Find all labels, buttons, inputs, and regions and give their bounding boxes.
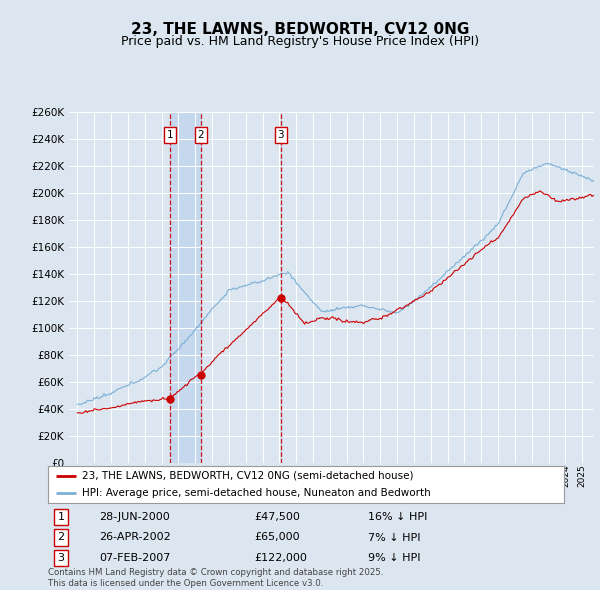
Text: Contains HM Land Registry data © Crown copyright and database right 2025.
This d: Contains HM Land Registry data © Crown c… (48, 568, 383, 588)
Text: 07-FEB-2007: 07-FEB-2007 (100, 553, 171, 563)
Text: £122,000: £122,000 (254, 553, 307, 563)
Text: 1: 1 (166, 130, 173, 140)
Text: 9% ↓ HPI: 9% ↓ HPI (368, 553, 421, 563)
Text: 2: 2 (58, 533, 64, 542)
Text: £47,500: £47,500 (254, 512, 300, 522)
Text: HPI: Average price, semi-detached house, Nuneaton and Bedworth: HPI: Average price, semi-detached house,… (82, 488, 430, 498)
Text: £65,000: £65,000 (254, 533, 300, 542)
Text: 16% ↓ HPI: 16% ↓ HPI (368, 512, 427, 522)
Text: Price paid vs. HM Land Registry's House Price Index (HPI): Price paid vs. HM Land Registry's House … (121, 35, 479, 48)
Text: 2: 2 (197, 130, 204, 140)
Text: 3: 3 (278, 130, 284, 140)
Bar (170, 112, 200, 463)
Text: 3: 3 (58, 553, 64, 563)
Text: 1: 1 (58, 512, 64, 522)
Text: 23, THE LAWNS, BEDWORTH, CV12 0NG (semi-detached house): 23, THE LAWNS, BEDWORTH, CV12 0NG (semi-… (82, 471, 413, 481)
Text: 23, THE LAWNS, BEDWORTH, CV12 0NG: 23, THE LAWNS, BEDWORTH, CV12 0NG (131, 22, 469, 37)
Text: 28-JUN-2000: 28-JUN-2000 (100, 512, 170, 522)
Text: 26-APR-2002: 26-APR-2002 (100, 533, 172, 542)
Text: 7% ↓ HPI: 7% ↓ HPI (368, 533, 421, 542)
